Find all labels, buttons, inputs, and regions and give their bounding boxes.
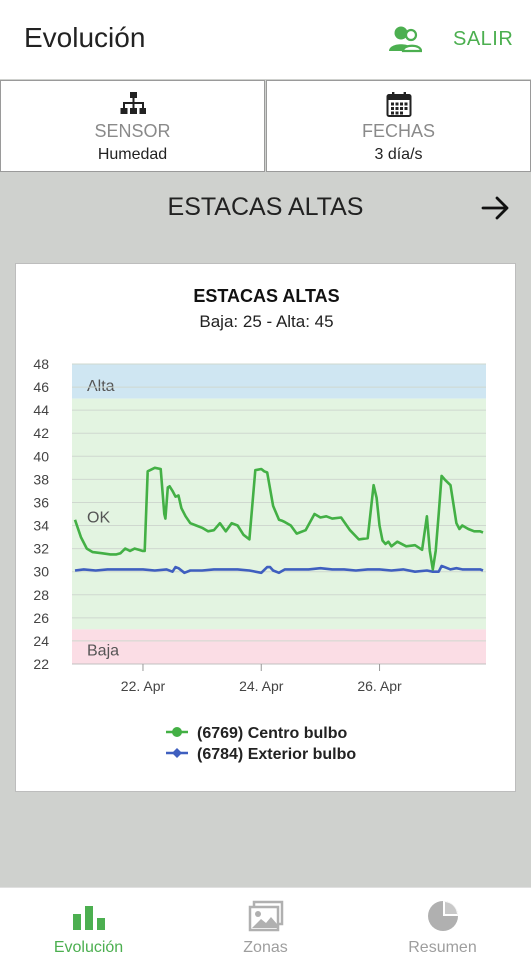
y-tick-label: 26 <box>33 610 49 626</box>
y-tick-label: 22 <box>33 656 49 672</box>
filter-row: SENSOR Humedad FECHAS 3 día/s <box>0 79 531 173</box>
sensor-selector[interactable]: SENSOR Humedad <box>0 80 265 172</box>
y-tick-label: 34 <box>33 518 49 534</box>
y-tick-label: 48 <box>33 356 49 372</box>
y-tick-label: 32 <box>33 541 49 557</box>
chart-title: ESTACAS ALTAS <box>193 286 339 306</box>
y-tick-label: 28 <box>33 587 49 603</box>
nav-label-zonas: Zonas <box>243 939 288 956</box>
nav-label-evolucion: Evolución <box>53 939 124 956</box>
nav-item-resumen[interactable]: Resumen <box>354 888 531 960</box>
legend-label: (6769) Centro bulbo <box>197 725 347 742</box>
dates-selector[interactable]: FECHAS 3 día/s <box>266 80 531 172</box>
plot-band-alta <box>72 364 486 399</box>
x-tick-label: 24. Apr <box>239 678 284 694</box>
band-label-ok: OK <box>87 509 110 526</box>
dates-label: FECHAS <box>361 121 435 141</box>
legend-label: (6784) Exterior bulbo <box>197 746 356 763</box>
zone-header: ESTACAS ALTAS <box>0 173 531 243</box>
legend-marker-circle <box>172 727 182 737</box>
image-icon <box>248 900 283 932</box>
band-label-baja: Baja <box>87 642 119 659</box>
legend-marker-diamond <box>172 748 182 758</box>
users-icon[interactable] <box>388 25 422 53</box>
logout-button[interactable]: SALIR <box>453 28 514 50</box>
nav-label-resumen: Resumen <box>408 939 477 956</box>
nav-item-zonas[interactable]: Zonas <box>177 888 354 960</box>
pie-chart-icon <box>427 901 458 931</box>
chart: ESTACAS ALTAS Baja: 25 - Alta: 45 Alta OK… <box>33 286 486 763</box>
y-tick-label: 46 <box>33 379 49 395</box>
x-tick-label: 22. Apr <box>121 678 166 694</box>
sensor-value: Humedad <box>97 146 168 163</box>
y-tick-label: 38 <box>33 471 49 487</box>
bottom-nav: Evolución Zonas Resumen <box>0 887 531 960</box>
plot-band-baja <box>72 629 486 664</box>
series-line-exterior-bulbo <box>74 564 484 575</box>
chart-subtitle: Baja: 25 - Alta: 45 <box>199 312 333 331</box>
x-tick-label: 26. Apr <box>357 678 402 694</box>
dates-value: 3 día/s <box>374 146 423 163</box>
bar-chart-icon <box>72 906 105 930</box>
sitemap-icon <box>120 92 146 114</box>
sensor-label: SENSOR <box>94 121 171 141</box>
calendar-icon <box>386 92 411 117</box>
nav-item-evolucion[interactable]: Evolución <box>0 888 177 960</box>
y-tick-label: 30 <box>33 564 49 580</box>
y-tick-label: 40 <box>33 448 49 464</box>
app-header: Evolución SALIR <box>0 0 531 79</box>
band-label-alta: Alta <box>87 378 115 395</box>
chart-card: ESTACAS ALTAS Baja: 25 - Alta: 45 Alta OK… <box>15 263 516 792</box>
arrow-right-icon[interactable] <box>480 193 512 223</box>
y-tick-label: 36 <box>33 494 49 510</box>
series-line-centro-bulbo <box>73 466 484 571</box>
legend-item[interactable]: (6769) Centro bulbo <box>166 725 347 742</box>
zone-title: ESTACAS ALTAS <box>167 193 364 221</box>
plot-band-ok <box>72 398 486 630</box>
page-title: Evolución <box>24 22 146 53</box>
y-tick-label: 42 <box>33 425 49 441</box>
legend-item[interactable]: (6784) Exterior bulbo <box>166 746 356 763</box>
y-tick-label: 24 <box>33 633 49 649</box>
y-tick-label: 44 <box>33 402 49 418</box>
